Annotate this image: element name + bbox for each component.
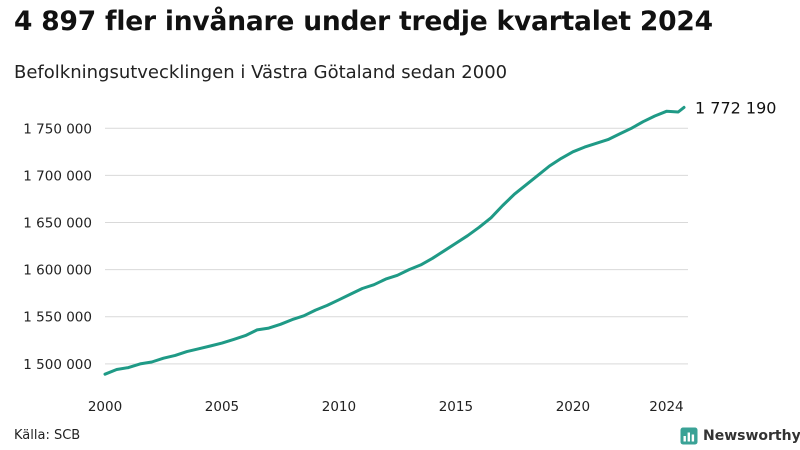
brand-name: Newsworthy (703, 428, 800, 444)
x-tick-label: 2024 (649, 399, 683, 415)
x-tick-label: 2000 (88, 399, 122, 415)
y-tick-label: 1 700 000 (23, 168, 92, 184)
newsworthy-logo-icon (680, 427, 698, 445)
series-line (103, 105, 686, 376)
end-value-label: 1 772 190 (695, 98, 776, 117)
grid-lines (105, 127, 688, 365)
x-axis-ticks: 2000 2005 2010 2015 2020 2024 (88, 399, 684, 415)
x-tick-label: 2020 (556, 399, 590, 415)
label-layer: 1 772 190 (695, 98, 776, 117)
series-layer (103, 105, 686, 376)
source-note: Källa: SCB (14, 428, 81, 443)
brand: Newsworthy (680, 426, 800, 446)
chart-title: 4 897 fler invånare under tredje kvartal… (14, 6, 713, 37)
x-tick-label: 2005 (205, 399, 239, 415)
y-tick-label: 1 600 000 (23, 263, 92, 279)
y-tick-label: 1 750 000 (23, 121, 92, 137)
y-tick-label: 1 500 000 (23, 357, 92, 373)
x-tick-label: 2010 (322, 399, 356, 415)
chart-subtitle: Befolkningsutvecklingen i Västra Götalan… (14, 62, 508, 83)
y-axis-ticks: 1 500 000 1 550 000 1 600 000 1 650 000 1 70… (23, 121, 92, 373)
y-tick-label: 1 650 000 (23, 216, 92, 232)
x-tick-label: 2015 (439, 399, 473, 415)
y-tick-label: 1 550 000 (23, 310, 92, 326)
